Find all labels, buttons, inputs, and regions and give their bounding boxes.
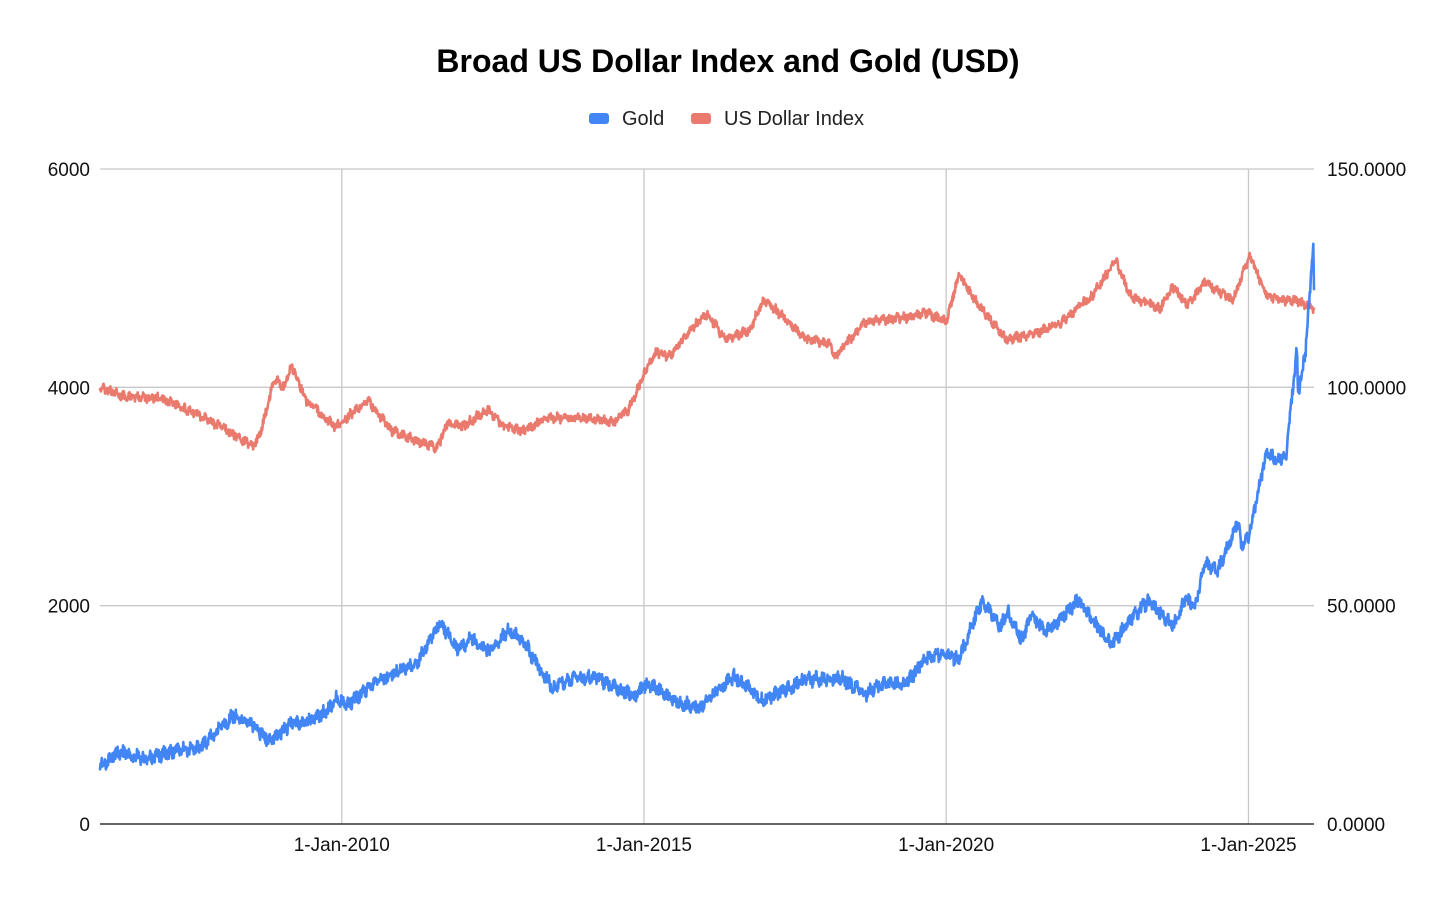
y-right-tick-label: 100.0000	[1327, 378, 1406, 399]
x-tick-label: 1-Jan-2010	[294, 835, 390, 856]
legend-swatch-usd-index	[691, 113, 711, 124]
series-layer	[98, 242, 1316, 771]
x-tick-label: 1-Jan-2015	[596, 835, 692, 856]
usd-index-series-line	[98, 251, 1316, 454]
legend-swatch-gold	[589, 113, 609, 124]
chart-title: Broad US Dollar Index and Gold (USD)	[436, 43, 1019, 79]
legend: Gold US Dollar Index	[589, 108, 864, 130]
legend-label-usd-index: US Dollar Index	[724, 108, 864, 130]
y-left-tick-label: 4000	[48, 378, 90, 399]
y-right-tick-label: 0.0000	[1327, 815, 1385, 836]
x-tick-label: 1-Jan-2020	[898, 835, 994, 856]
axis-layer: 0 2000 4000 6000 0.0000 50.0000 100.0000 150.00…	[48, 160, 1407, 856]
gold-series-line	[98, 242, 1316, 771]
x-tick-label: 1-Jan-2025	[1200, 835, 1296, 856]
y-right-tick-label: 150.0000	[1327, 160, 1406, 181]
y-left-tick-label: 2000	[48, 597, 90, 618]
legend-label-gold: Gold	[622, 108, 664, 130]
y-right-tick-label: 50.0000	[1327, 597, 1396, 618]
y-left-tick-label: 0	[79, 815, 90, 836]
y-left-tick-label: 6000	[48, 160, 90, 181]
